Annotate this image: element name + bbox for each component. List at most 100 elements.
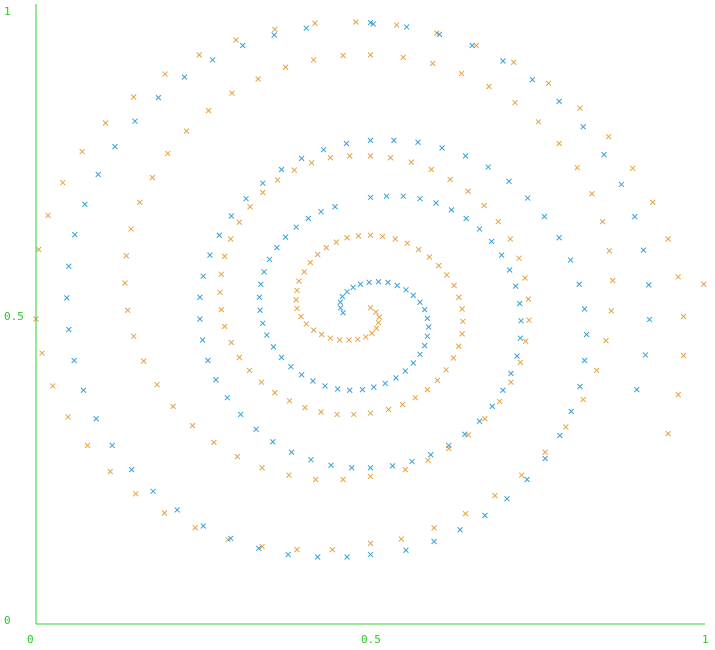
point-s1-35 <box>259 320 266 327</box>
point-s0-97 <box>286 472 292 479</box>
point-s0-64 <box>236 219 243 226</box>
point-s1-96 <box>367 137 374 144</box>
point-s0-135 <box>593 367 600 374</box>
point-s1-120 <box>403 547 409 554</box>
point-s1-72 <box>367 464 374 471</box>
point-s1-47 <box>367 194 374 201</box>
point-s1-54 <box>476 226 483 232</box>
point-s1-8 <box>375 278 382 285</box>
point-s0-152 <box>107 468 114 475</box>
point-s1-151 <box>403 24 410 30</box>
point-s1-56 <box>498 252 505 258</box>
point-s0-96 <box>312 476 319 483</box>
point-s0-22 <box>323 244 330 251</box>
point-s0-155 <box>49 383 56 389</box>
point-s1-110 <box>581 357 588 364</box>
point-s0-77 <box>465 188 472 195</box>
point-s0-112 <box>164 150 171 157</box>
x-tick-label-1: 1 <box>702 633 709 646</box>
point-s0-83 <box>525 296 532 302</box>
point-s1-9 <box>385 279 391 286</box>
point-s0-159 <box>35 246 42 253</box>
point-s0-125 <box>512 99 518 106</box>
point-s1-118 <box>457 526 463 533</box>
point-s1-98 <box>415 139 421 146</box>
point-s0-48 <box>350 411 357 418</box>
y-tick-label-0: 0 <box>4 614 11 627</box>
point-s0-62 <box>221 253 228 260</box>
point-s0-49 <box>334 411 340 418</box>
point-s1-58 <box>512 283 519 289</box>
point-s0-108 <box>123 252 130 259</box>
point-s0-164 <box>130 94 137 100</box>
point-s1-155 <box>529 76 536 83</box>
point-s0-5 <box>368 330 375 337</box>
point-s0-161 <box>59 179 66 186</box>
point-s0-174 <box>510 59 517 66</box>
point-s1-36 <box>257 307 263 314</box>
point-s1-99 <box>439 144 445 151</box>
point-s0-46 <box>385 406 392 413</box>
point-s0-176 <box>577 105 583 112</box>
point-s0-93 <box>402 466 409 473</box>
point-s1-138 <box>71 231 78 238</box>
point-s1-122 <box>344 554 350 560</box>
point-s1-31 <box>288 363 294 370</box>
point-s0-92 <box>425 457 431 464</box>
point-s0-101 <box>189 422 196 429</box>
point-s1-23 <box>382 380 389 387</box>
point-s1-84 <box>197 316 203 322</box>
point-s1-77 <box>269 438 276 445</box>
point-s0-139 <box>518 472 525 479</box>
point-s1-148 <box>303 25 310 32</box>
point-s1-158 <box>601 151 607 158</box>
point-s0-132 <box>609 277 616 284</box>
point-s1-85 <box>197 294 203 301</box>
point-s1-93 <box>298 155 305 162</box>
point-s0-71 <box>346 153 353 159</box>
point-s1-97 <box>391 137 397 144</box>
point-s0-79 <box>495 218 502 225</box>
point-s1-49 <box>400 193 407 200</box>
point-s0-104 <box>140 358 147 364</box>
point-s0-85 <box>522 338 529 345</box>
point-s0-81 <box>516 255 522 262</box>
point-s1-142 <box>132 118 138 125</box>
point-s0-66 <box>259 189 266 196</box>
point-s1-135 <box>65 326 72 333</box>
point-s1-64 <box>500 387 506 394</box>
point-s1-88 <box>216 232 223 239</box>
point-s1-4 <box>344 288 350 295</box>
point-s1-39 <box>261 268 267 275</box>
point-s1-106 <box>567 257 574 263</box>
point-s0-63 <box>227 236 234 242</box>
point-s0-98 <box>259 464 265 471</box>
point-s1-80 <box>224 394 231 401</box>
point-s0-182 <box>680 313 687 320</box>
point-s0-24 <box>344 234 350 241</box>
point-s0-86 <box>517 359 524 366</box>
point-s0-15 <box>294 305 300 312</box>
point-s0-73 <box>387 154 394 161</box>
point-s0-51 <box>302 404 308 411</box>
point-s1-71 <box>389 463 396 469</box>
point-s0-50 <box>318 409 324 415</box>
point-s0-44 <box>412 394 419 401</box>
point-s0-114 <box>205 107 212 114</box>
point-s0-150 <box>161 510 168 516</box>
point-s0-32 <box>435 262 442 269</box>
point-s0-37 <box>459 318 466 325</box>
point-s0-23 <box>333 239 340 245</box>
point-s1-25 <box>359 386 366 393</box>
point-s0-120 <box>367 51 374 58</box>
point-s0-140 <box>492 492 498 499</box>
point-s1-44 <box>305 215 312 222</box>
plot-marks <box>33 19 707 560</box>
point-s1-144 <box>181 74 188 81</box>
point-s0-84 <box>526 317 532 324</box>
point-s0-181 <box>675 273 682 280</box>
point-s0-147 <box>259 543 265 550</box>
point-s0-130 <box>599 218 606 225</box>
point-s1-22 <box>393 375 399 381</box>
